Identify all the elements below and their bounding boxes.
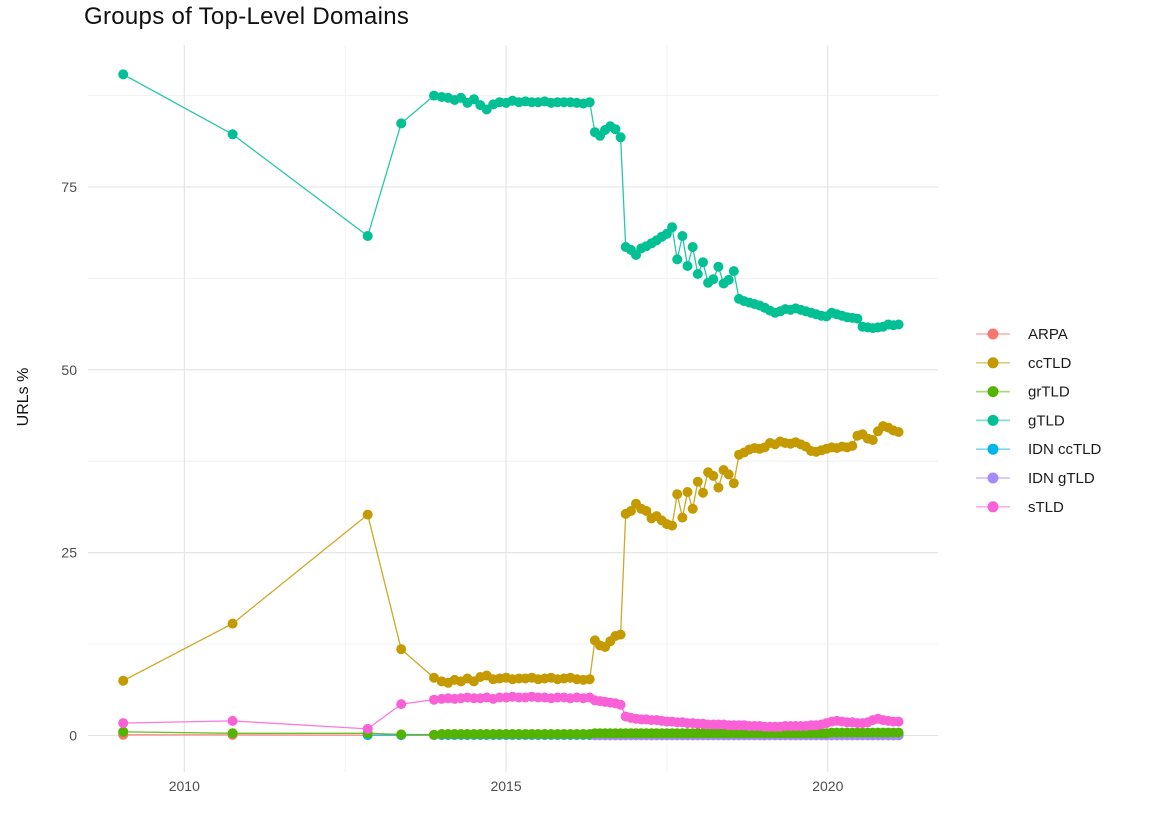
data-point-cctld xyxy=(677,512,688,523)
data-point-gtld xyxy=(615,132,626,143)
data-point-cctld xyxy=(362,509,373,520)
grid-minor xyxy=(88,45,938,772)
data-point-gtld xyxy=(610,124,621,135)
data-point-gtld xyxy=(429,90,439,101)
data-point-gtld xyxy=(708,274,719,285)
legend-label-stld: sTLD xyxy=(1028,499,1064,516)
legend-label-gtld: gTLD xyxy=(1028,412,1065,429)
data-point-cctld xyxy=(584,674,595,685)
legend-label-grtld: grTLD xyxy=(1028,384,1070,401)
data-point-cctld xyxy=(672,489,683,500)
data-point-cctld xyxy=(615,629,626,640)
legend-label-cctld: ccTLD xyxy=(1028,355,1072,372)
data-point-cctld xyxy=(641,506,652,516)
data-point-gtld xyxy=(692,269,703,279)
axis-tick-labels: 0 25 50 75 2010 2015 2020 xyxy=(61,179,843,794)
data-point-grtld xyxy=(118,726,129,737)
legend-item-stld: sTLD xyxy=(976,499,1064,516)
data-point-gtld xyxy=(682,261,693,271)
x-tick-label: 2020 xyxy=(812,778,843,794)
data-point-gtld xyxy=(893,319,904,330)
legend-key-point-gtld xyxy=(987,414,999,426)
data-point-cctld xyxy=(625,506,636,516)
data-point-stld xyxy=(396,699,407,710)
data-point-stld xyxy=(118,718,129,729)
data-point-cctld xyxy=(227,618,238,629)
data-point-gtld xyxy=(396,118,407,129)
data-point-cctld xyxy=(723,469,734,480)
series-grtld xyxy=(118,726,904,740)
series-stld xyxy=(118,691,904,734)
y-tick-label: 75 xyxy=(61,179,77,195)
legend-item-idn-gtld: IDN gTLD xyxy=(976,470,1095,487)
legend-key-point-idn-cctld xyxy=(987,443,999,455)
y-tick-label: 25 xyxy=(61,545,77,561)
legend-key-point-stld xyxy=(987,501,999,513)
legend-label-idn-gtld: IDN gTLD xyxy=(1028,470,1095,487)
legend-key-point-idn-gtld xyxy=(987,472,999,484)
legend-item-idn-cctld: IDN ccTLD xyxy=(976,441,1102,458)
data-point-stld xyxy=(227,715,238,726)
data-point-gtld xyxy=(677,231,688,241)
data-point-cctld xyxy=(728,478,739,489)
data-point-cctld xyxy=(713,482,724,493)
data-point-cctld xyxy=(429,672,439,683)
series-gtld xyxy=(118,69,904,334)
legend-key-point-cctld xyxy=(987,357,999,369)
data-point-stld xyxy=(362,723,373,734)
grid-major xyxy=(88,45,938,772)
data-point-cctld xyxy=(708,470,719,481)
data-point-gtld xyxy=(227,129,238,140)
legend-key-point-grtld xyxy=(987,386,999,398)
legend-label-idn-cctld: IDN ccTLD xyxy=(1028,441,1102,458)
data-point-cctld xyxy=(692,476,703,487)
data-point-cctld xyxy=(867,435,878,445)
legend-item-gtld: gTLD xyxy=(976,412,1065,429)
data-point-cctld xyxy=(118,675,129,686)
data-point-grtld xyxy=(893,727,904,738)
data-point-cctld xyxy=(687,503,698,514)
data-point-gtld xyxy=(667,222,678,233)
x-tick-label: 2010 xyxy=(169,778,200,794)
data-point-gtld xyxy=(118,69,129,80)
data-point-stld xyxy=(893,716,904,727)
data-point-gtld xyxy=(698,257,708,268)
data-point-grtld xyxy=(396,729,407,740)
data-point-cctld xyxy=(698,487,708,498)
x-tick-label: 2015 xyxy=(490,778,521,794)
data-point-grtld xyxy=(227,728,238,739)
data-point-gtld xyxy=(723,274,734,285)
legend-item-arpa: ARPA xyxy=(976,326,1068,343)
legend: ARPA ccTLD grTLD gTLD IDN ccTLD IDN gTLD sTLD xyxy=(976,326,1102,516)
data-point-gtld xyxy=(584,97,595,108)
y-tick-label: 0 xyxy=(69,728,77,744)
data-point-cctld xyxy=(893,427,904,437)
series-cctld xyxy=(118,421,904,688)
data-point-gtld xyxy=(468,94,479,105)
data-point-gtld xyxy=(362,231,373,241)
data-point-gtld xyxy=(672,254,683,265)
data-point-gtld xyxy=(713,261,724,272)
y-tick-label: 50 xyxy=(61,362,77,378)
legend-key-point-arpa xyxy=(987,328,999,340)
data-point-stld xyxy=(429,694,439,705)
legend-item-cctld: ccTLD xyxy=(976,355,1072,372)
data-point-cctld xyxy=(396,644,407,655)
data-point-grtld xyxy=(429,729,439,740)
legend-label-arpa: ARPA xyxy=(1028,326,1068,343)
data-point-gtld xyxy=(852,313,863,324)
legend-item-grtld: grTLD xyxy=(976,384,1070,401)
data-point-cctld xyxy=(667,520,678,531)
data-point-gtld xyxy=(728,266,739,277)
chart-title: Groups of Top-Level Domains xyxy=(84,3,410,30)
data-point-cctld xyxy=(847,440,858,451)
data-point-cctld xyxy=(682,487,693,497)
series-line-gtld xyxy=(122,73,899,329)
data-point-stld xyxy=(615,699,626,710)
data-point-gtld xyxy=(687,242,698,252)
